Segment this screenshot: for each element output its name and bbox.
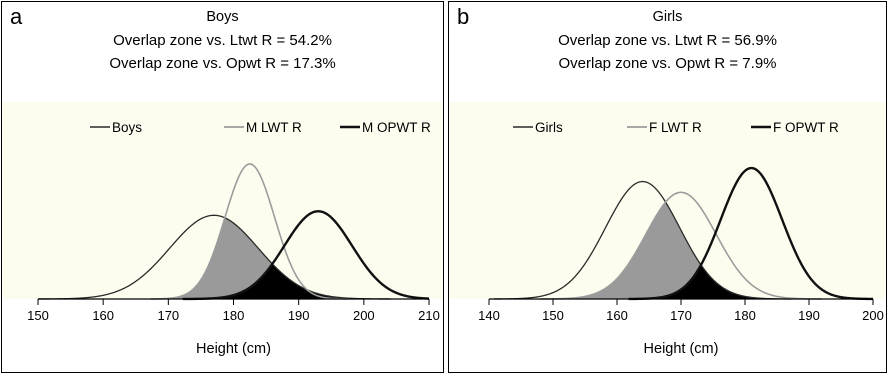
x-tick-label: 200 [862,308,884,323]
panel-label: b [457,4,470,29]
chart-panel-girls: b Girls Overlap zone vs. Ltwt R = 56.9% … [448,1,887,373]
legend-label: M LWT R [246,120,302,135]
series-line-2 [150,163,349,300]
series-line-3 [182,210,430,301]
series-line-1 [38,214,392,300]
chart-subtitle-1: Overlap zone vs. Ltwt R = 54.2% [113,32,332,49]
x-tick-label: 180 [734,308,756,323]
legend-label: F LWT R [649,120,702,135]
x-axis-title: Height (cm) [196,341,271,357]
series-line-3 [628,166,874,301]
panel-label: a [10,4,23,29]
chart-panel-boys: a Boys Overlap zone vs. Ltwt R = 54.2% O… [1,1,444,373]
plot-area: 150 160 170 180 190 200 210 Height (cm) Boys M LW… [2,102,443,357]
series-line-2 [540,191,822,300]
overlap-zone-ltwt [38,217,429,299]
x-tick-label: 160 [92,308,114,323]
plot-area: 140 150 160 170 180 190 200 Height (cm) Girls F L… [449,102,886,357]
chart-subtitle-2: Overlap zone vs. Opwt R = 7.9% [558,55,777,72]
x-tick-label: 210 [418,308,440,323]
x-tick-label: 170 [670,308,692,323]
legend-label: Boys [112,120,142,135]
x-tick-label: 140 [478,308,500,323]
chart-subtitle-1: Overlap zone vs. Ltwt R = 56.9% [558,32,777,49]
overlap-zone-ltwt [489,202,873,299]
x-tick-label: 190 [288,308,310,323]
series-line-1 [494,180,792,300]
legend-label: F OPWT R [773,120,839,135]
chart-subtitle-2: Overlap zone vs. Opwt R = 17.3% [109,55,336,72]
x-axis-title: Height (cm) [644,341,719,357]
x-tick-label: 170 [157,308,179,323]
x-tick-label: 160 [606,308,628,323]
overlap-zone-opwt [489,265,873,299]
legend-label: Girls [535,120,563,135]
x-tick-label: 190 [798,308,820,323]
chart-title: Girls [652,9,683,25]
x-tick-label: 180 [223,308,245,323]
x-tick-label: 150 [27,308,49,323]
chart-title: Boys [206,9,239,25]
x-tick-label: 200 [353,308,375,323]
legend-label: M OPWT R [362,120,431,135]
x-tick-label: 150 [542,308,564,323]
